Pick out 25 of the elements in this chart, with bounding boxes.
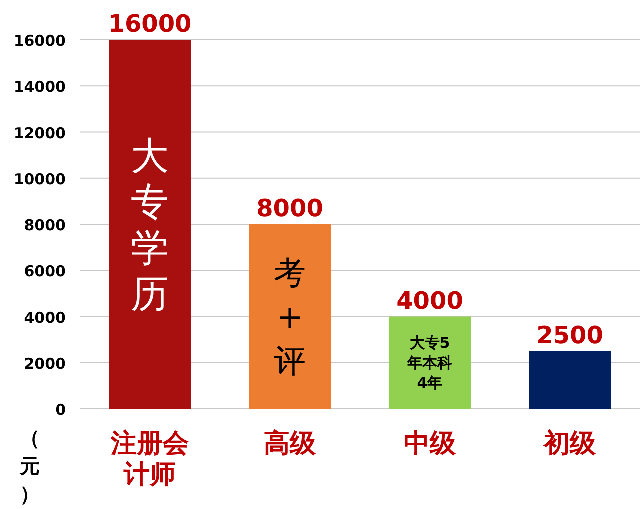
y-tick-label: 10000	[14, 170, 66, 188]
data-label: 16000	[108, 10, 192, 38]
y-axis-title: （元）	[19, 426, 40, 506]
bar	[529, 351, 611, 409]
data-label: 2500	[536, 321, 604, 350]
annotation: 大专学历	[131, 134, 169, 316]
data-label: 8000	[256, 194, 324, 222]
bar	[249, 224, 331, 409]
y-tick-label: 0	[56, 401, 66, 419]
y-tick-label: 16000	[14, 32, 66, 50]
y-tick-label: 14000	[14, 78, 66, 96]
annotation: 考+评	[274, 254, 306, 380]
annotation: 大专5年本科4年	[406, 334, 452, 392]
bar	[389, 316, 471, 409]
x-tick-label: 初级	[543, 429, 597, 459]
y-tick-label: 12000	[14, 124, 66, 142]
y-tick-label: 8000	[24, 216, 66, 234]
x-tick-label: 高级	[264, 429, 317, 459]
y-tick-label: 2000	[24, 354, 66, 373]
x-tick-label: 中级	[404, 429, 457, 459]
data-label: 4000	[396, 286, 464, 315]
bar	[109, 40, 191, 409]
y-tick-label: 4000	[24, 308, 66, 327]
y-tick-label: 6000	[24, 262, 66, 281]
x-tick-label: 注册会计师	[110, 429, 189, 490]
